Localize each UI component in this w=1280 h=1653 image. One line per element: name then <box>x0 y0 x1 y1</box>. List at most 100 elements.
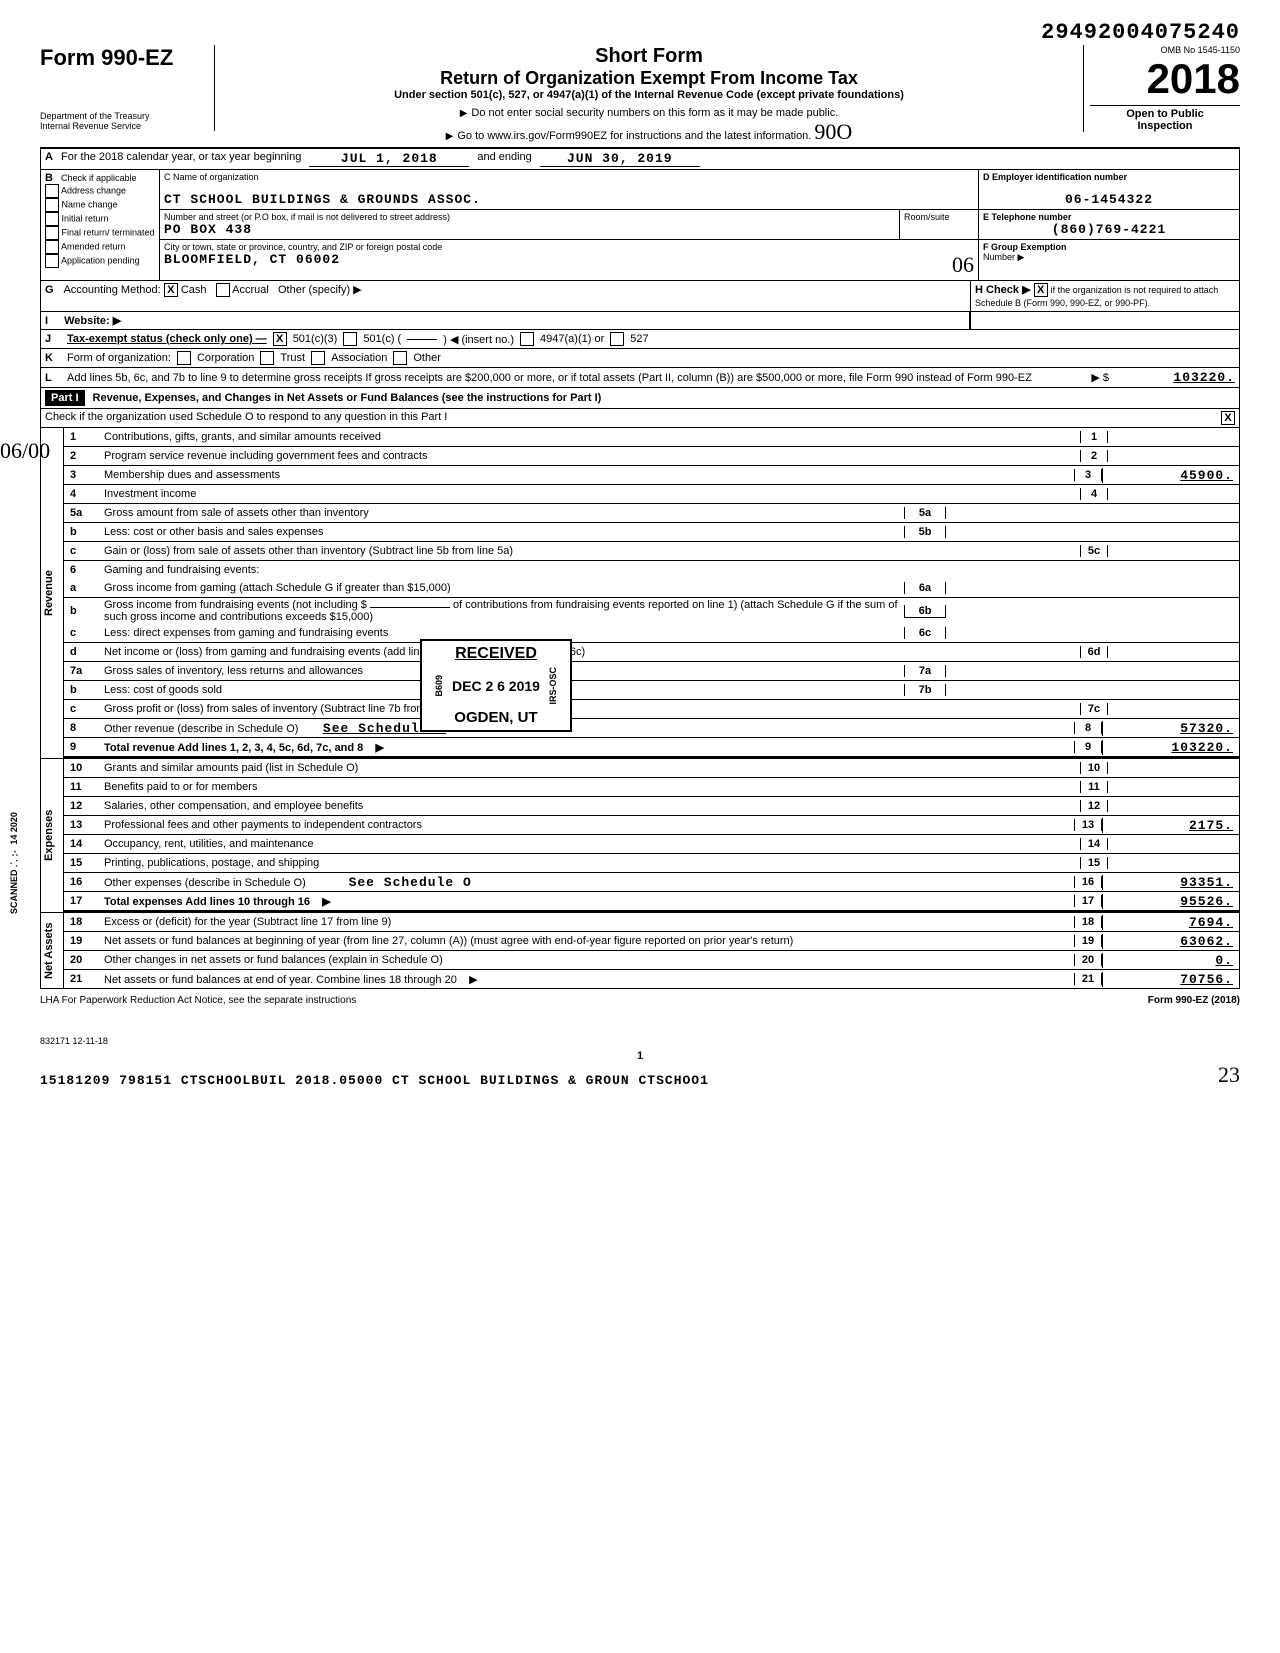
checkbox-h[interactable]: X <box>1034 283 1048 297</box>
checkbox-501c[interactable] <box>343 332 357 346</box>
opt-amended: Amended return <box>61 241 126 251</box>
label-18: Excess or (deficit) for the year (Subtra… <box>100 915 1074 929</box>
i-label: Website: ▶ <box>64 315 121 327</box>
ln6: 6 <box>64 564 100 576</box>
row-j: J <box>45 333 61 345</box>
k-trust: Trust <box>280 352 305 364</box>
ln7a: 7a <box>64 665 100 677</box>
stamp-b609: B609 <box>432 671 446 701</box>
val-17: 95526. <box>1102 894 1239 909</box>
j-4947: 4947(a)(1) or <box>540 333 604 345</box>
tax-year: 2018 <box>1090 55 1240 103</box>
form-ref: Form 990-EZ (2018) <box>1148 995 1240 1006</box>
ln6b: b <box>64 605 100 617</box>
label-5a: Gross amount from sale of assets other t… <box>100 506 904 520</box>
ln2: 2 <box>64 450 100 462</box>
g-label: Accounting Method: <box>63 284 160 296</box>
checkbox-4947[interactable] <box>520 332 534 346</box>
j-527: 527 <box>630 333 648 345</box>
l-value: 103220. <box>1115 370 1235 385</box>
checkbox-part1-scho[interactable]: X <box>1221 411 1235 425</box>
6b-blank[interactable] <box>370 607 450 608</box>
checkbox-final[interactable] <box>45 226 59 240</box>
ln9: 9 <box>64 741 100 753</box>
checkbox-amended[interactable] <box>45 240 59 254</box>
checkbox-corp[interactable] <box>177 351 191 365</box>
handwritten-90o: 90O <box>814 119 852 144</box>
opt-pending: Application pending <box>61 255 140 265</box>
checkbox-cash[interactable]: X <box>164 283 178 297</box>
period-end: JUN 30, 2019 <box>540 151 700 167</box>
part1-check-label: Check if the organization used Schedule … <box>45 411 447 425</box>
label-16: Other expenses (describe in Schedule O) … <box>100 874 1074 891</box>
page-number: 1 <box>40 1050 1240 1062</box>
label-13: Professional fees and other payments to … <box>100 818 1074 832</box>
d-label: D Employer identification number <box>983 172 1235 182</box>
l-arrow: ▶ $ <box>1091 371 1109 384</box>
ln5c: c <box>64 545 100 557</box>
checkbox-name-change[interactable] <box>45 198 59 212</box>
checkbox-pending[interactable] <box>45 254 59 268</box>
label-15: Printing, publications, postage, and shi… <box>100 856 1080 870</box>
row-a: A <box>45 151 61 167</box>
c-addr-label: Number and street (or P.O box, if mail i… <box>164 212 895 222</box>
val-21: 70756. <box>1102 972 1239 987</box>
opt-final: Final return/ terminated <box>62 227 155 237</box>
bottom-line: 15181209 798151 CTSCHOOLBUIL 2018.05000 … <box>40 1073 709 1088</box>
received-stamp: RECEIVED B609 DEC 2 6 2019 IRS-OSC OGDEN… <box>420 639 572 732</box>
f-number: Number ▶ <box>983 252 1235 263</box>
checkbox-assoc[interactable] <box>311 351 325 365</box>
opt-name: Name change <box>62 199 118 209</box>
checkbox-accrual[interactable] <box>216 283 230 297</box>
ln19: 19 <box>64 935 100 947</box>
row-l: L <box>45 372 61 384</box>
insert-no-field[interactable] <box>407 339 437 340</box>
and-ending: and ending <box>477 151 531 167</box>
ln13: 13 <box>64 819 100 831</box>
label-6c: Less: direct expenses from gaming and fu… <box>100 626 904 640</box>
title-return: Return of Organization Exempt From Incom… <box>215 68 1083 89</box>
title-under: Under section 501(c), 527, or 4947(a)(1)… <box>215 89 1083 101</box>
checkbox-initial[interactable] <box>45 212 59 226</box>
checkbox-address-change[interactable] <box>45 184 59 198</box>
label-6b: Gross income from fundraising events (no… <box>100 598 904 624</box>
ln6d: d <box>64 646 100 658</box>
val-20: 0. <box>1102 953 1239 968</box>
checkbox-527[interactable] <box>610 332 624 346</box>
telephone: (860)769-4221 <box>983 222 1235 237</box>
ln5a: 5a <box>64 507 100 519</box>
h-label: H Check ▶ <box>975 284 1031 296</box>
label-20: Other changes in net assets or fund bala… <box>100 953 1074 967</box>
row-k: K <box>45 352 61 364</box>
form-number: Form 990-EZ <box>40 45 210 71</box>
stamp-received: RECEIVED <box>432 645 560 663</box>
j-insert: ) ◀ (insert no.) <box>443 333 514 346</box>
open-public: Open to Public <box>1090 108 1240 120</box>
ln7b: b <box>64 684 100 696</box>
checkbox-501c3[interactable]: X <box>273 332 287 346</box>
irs-label: Internal Revenue Service <box>40 121 210 131</box>
document-number: 29492004075240 <box>1041 20 1240 45</box>
title-short-form: Short Form <box>215 45 1083 68</box>
sidebar-netassets: Net Assets <box>41 913 63 988</box>
ln18: 18 <box>64 916 100 928</box>
label-21: Net assets or fund balances at end of ye… <box>100 972 1074 987</box>
label-5c: Gain or (loss) from sale of assets other… <box>100 544 1080 558</box>
ln12: 12 <box>64 800 100 812</box>
ln17: 17 <box>64 895 100 907</box>
checkbox-other[interactable] <box>393 351 407 365</box>
label-14: Occupancy, rent, utilities, and maintena… <box>100 837 1080 851</box>
label-9: Total revenue Add lines 1, 2, 3, 4, 5c, … <box>100 740 1074 755</box>
lha-notice: LHA For Paperwork Reduction Act Notice, … <box>40 995 356 1006</box>
checkbox-trust[interactable] <box>260 351 274 365</box>
e-label: E Telephone number <box>983 212 1235 222</box>
inspection: Inspection <box>1090 120 1240 132</box>
label-19: Net assets or fund balances at beginning… <box>100 934 1074 948</box>
g-cash: Cash <box>181 284 207 296</box>
ln5b: b <box>64 526 100 538</box>
label-12: Salaries, other compensation, and employ… <box>100 799 1080 813</box>
label-17: Total expenses Add lines 10 through 16 ▶ <box>100 894 1074 909</box>
ln21: 21 <box>64 973 100 985</box>
part1-tag: Part I <box>45 390 85 406</box>
org-address: PO BOX 438 <box>164 222 895 237</box>
